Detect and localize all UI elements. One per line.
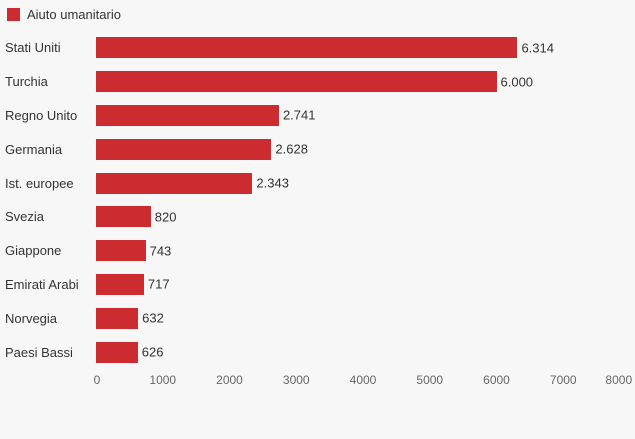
value-label: 820 [154,209,177,225]
value-label: 6.314 [521,40,554,56]
value-label: 717 [147,276,170,292]
bar-track: 6.314 [96,37,630,59]
chart-row: Giappone 743 [0,234,635,268]
category-label: Germania [5,141,63,157]
chart-row: Turchia 6.000 [0,65,635,99]
category-label: Norvegia [5,310,58,326]
x-axis-tick-label: 8000 [605,373,633,387]
bar-track: 2.343 [96,172,630,194]
bar-track: 2.628 [96,138,630,160]
chart-row: Svezia 820 [0,200,635,234]
category-label: Ist. europee [5,175,74,191]
bar[interactable] [96,172,253,194]
x-axis-tick-label: 7000 [549,373,577,387]
bar-track: 632 [96,307,630,329]
chart-row: Germania 2.628 [0,132,635,166]
category-label: Svezia [5,209,45,225]
bar-track: 717 [96,273,630,295]
value-label: 632 [142,310,164,326]
legend-label: Aiuto umanitario [27,7,121,22]
bar-track: 2.741 [96,104,630,126]
x-axis-tick-label: 6000 [483,373,510,387]
chart-row: Ist. europee 2.343 [0,166,635,200]
value-label: 743 [149,243,172,259]
chart-row: Emirati Arabi 717 [0,268,635,302]
value-label: 2.343 [256,175,289,191]
legend-swatch-icon [7,8,20,21]
bar[interactable] [96,37,518,59]
bar[interactable] [96,273,144,295]
category-label: Regno Unito [5,107,78,123]
chart-row: Paesi Bassi 626 [0,335,635,369]
chart-row: Stati Uniti 6.314 [0,31,635,65]
value-label: 6.000 [500,74,534,90]
bar[interactable] [96,104,279,126]
category-label: Emirati Arabi [5,276,79,292]
bar-track: 626 [96,341,630,363]
x-axis: 0 1000 2000 3000 4000 5000 6000 7000 8000 [93,373,633,389]
legend-item[interactable]: Aiuto umanitario [7,7,121,22]
bar-track: 743 [96,240,630,262]
x-axis-tick-label: 1000 [149,373,177,387]
value-label: 2.628 [275,141,308,157]
value-label: 2.741 [282,107,316,123]
category-label: Giappone [5,243,62,259]
x-axis-tick-label: 5000 [416,373,444,387]
category-label: Paesi Bassi [5,344,73,360]
bar[interactable] [96,138,272,160]
plot-area: Stati Uniti 6.314 Turchia 6.000 Regno Unito 2… [0,31,635,369]
x-axis-tick-label: 3000 [282,373,310,387]
bar-track: 820 [96,206,630,228]
bar-track: 6.000 [96,71,630,93]
chart-row: Regno Unito 2.741 [0,99,635,133]
chart-row: Norvegia 632 [0,301,635,335]
category-label: Turchia [5,74,48,90]
x-axis-tick-label: 4000 [349,373,377,387]
category-label: Stati Uniti [5,40,61,56]
bar[interactable] [96,341,138,363]
bar[interactable] [96,206,151,228]
x-axis-tick-label: 0 [93,373,101,387]
value-label: 626 [141,344,164,360]
x-axis-tick-label: 2000 [216,373,243,387]
bar[interactable] [96,240,146,262]
bar[interactable] [96,307,139,329]
bar[interactable] [96,71,497,93]
